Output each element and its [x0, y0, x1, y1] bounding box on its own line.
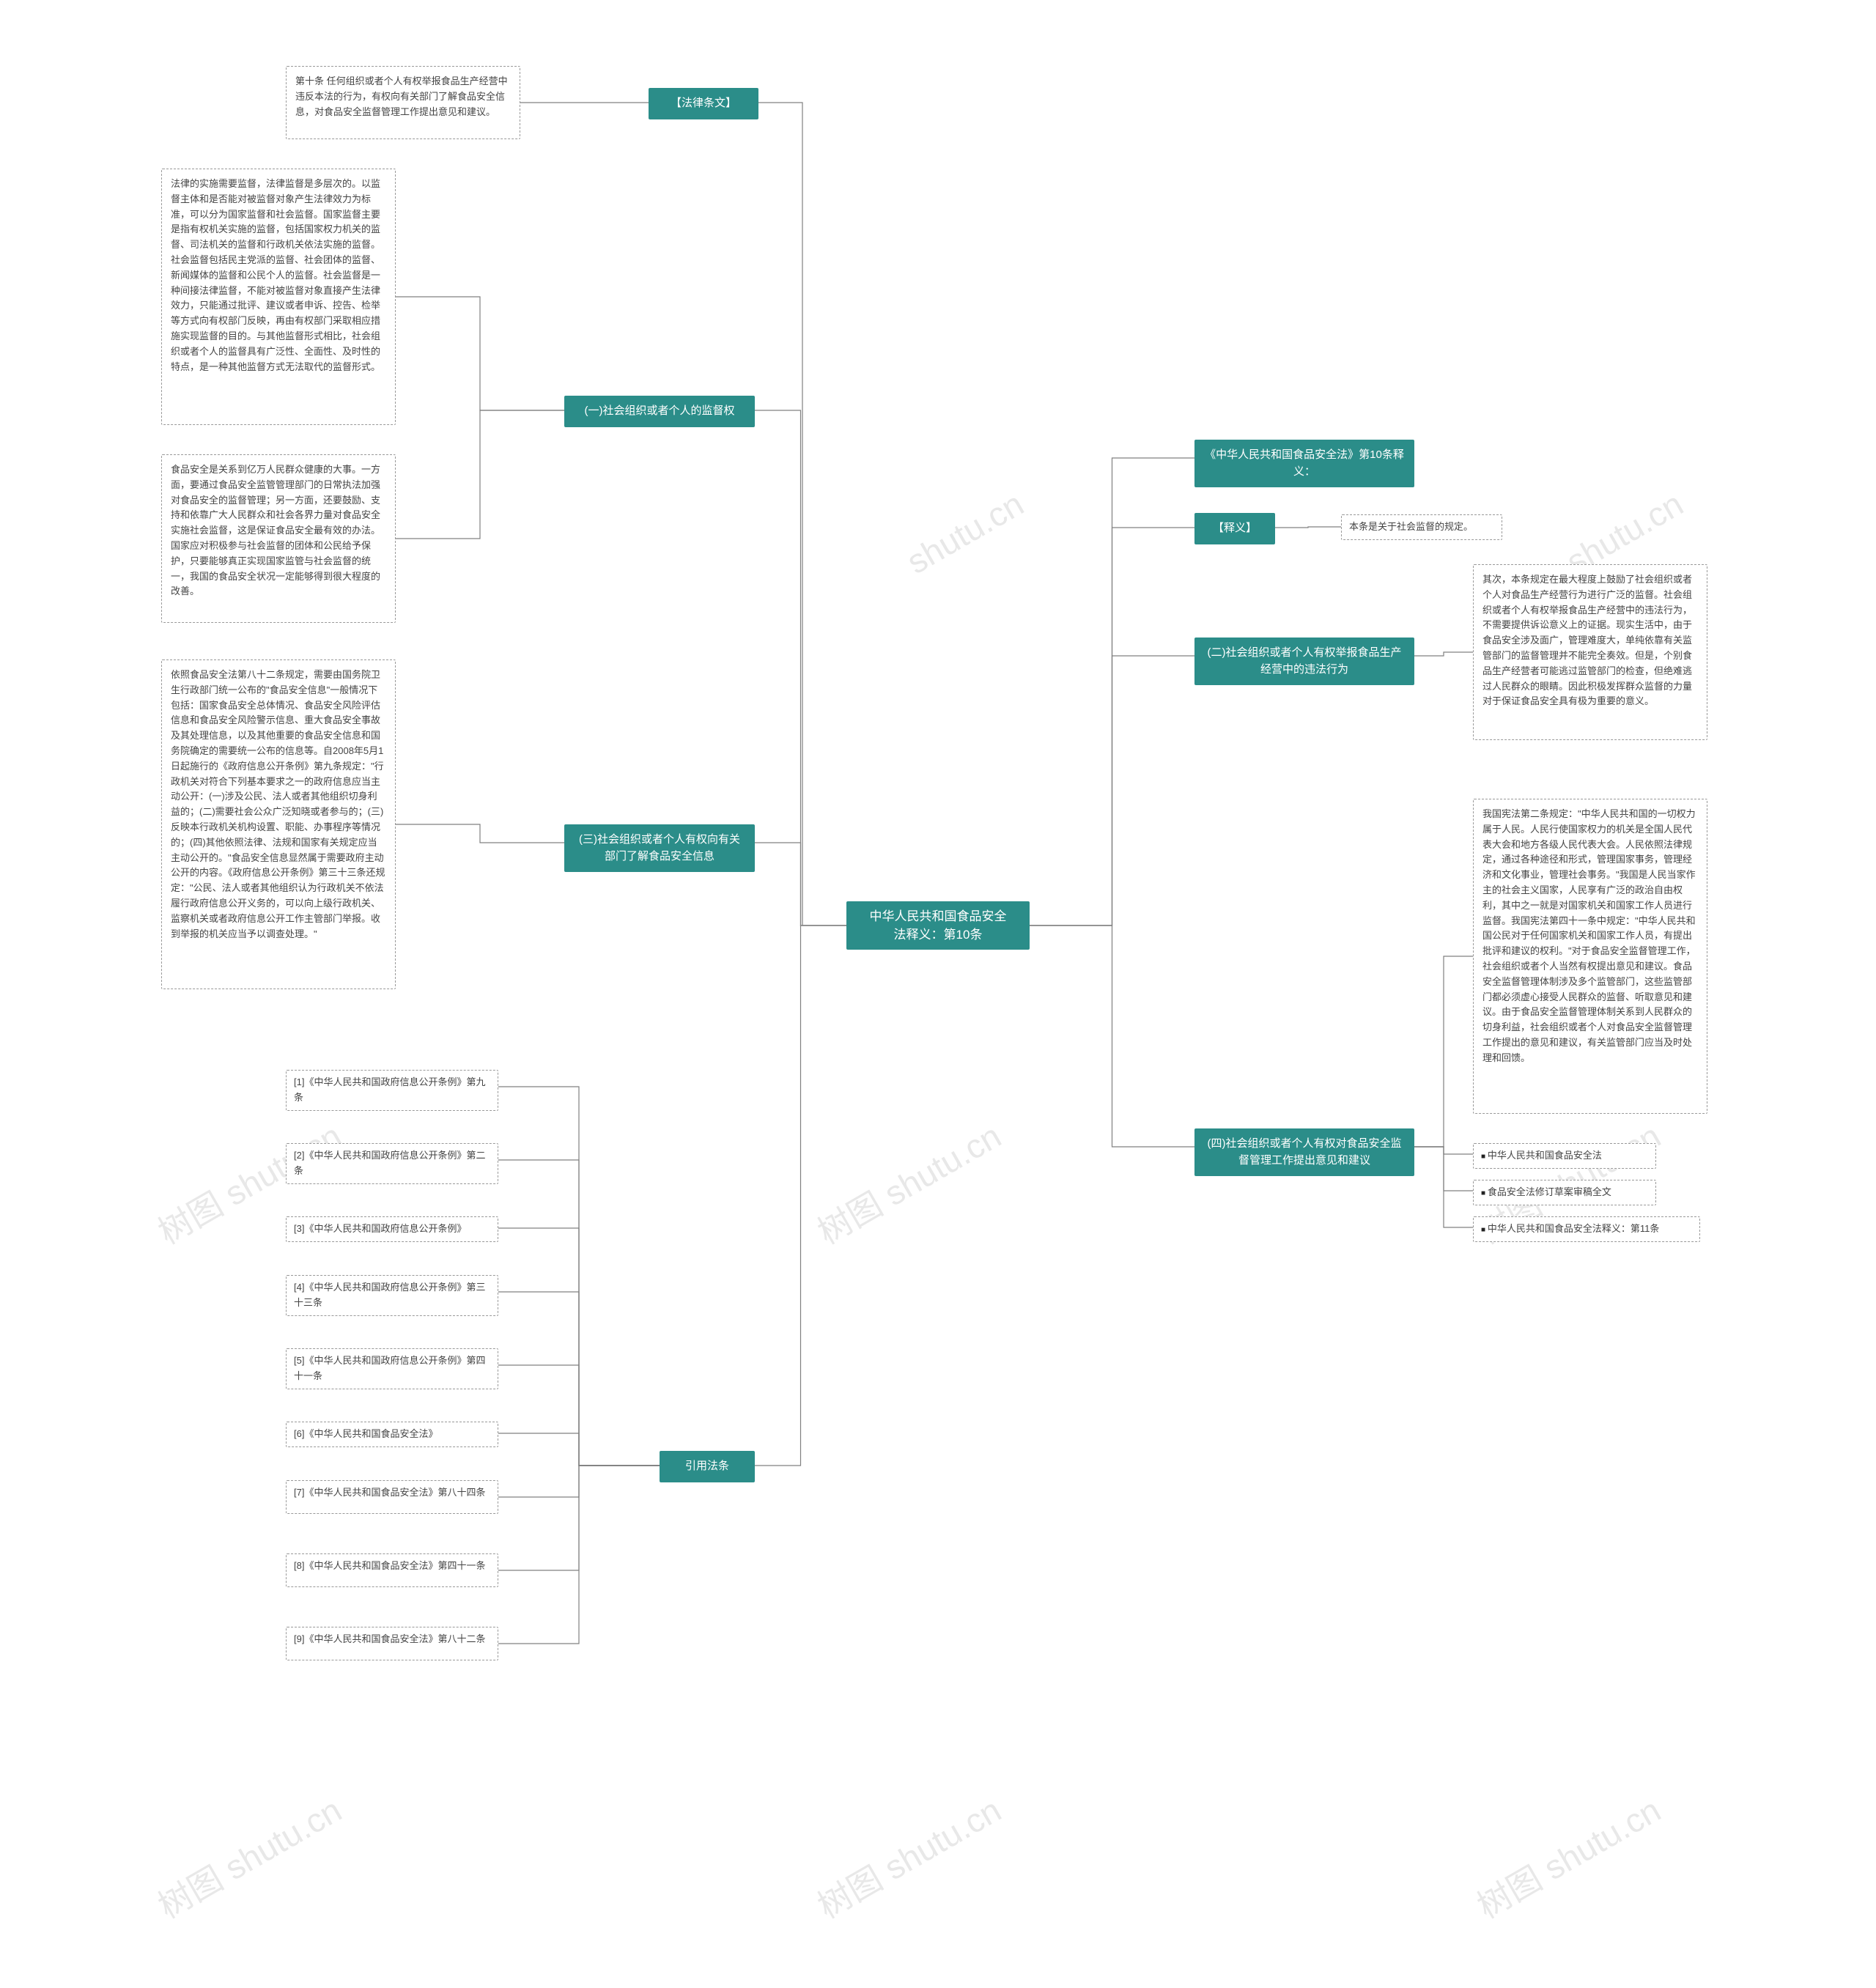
- leaf-left-3-1: [2]《中华人民共和国政府信息公开条例》第二条: [286, 1143, 498, 1184]
- leaf-left-3-5: [6]《中华人民共和国食品安全法》: [286, 1422, 498, 1447]
- leaf-right-3-0: 我国宪法第二条规定："中华人民共和国的一切权力属于人民。人民行使国家权力的机关是…: [1473, 799, 1707, 1114]
- leaf-left-1-0: 法律的实施需要监督，法律监督是多层次的。以监督主体和是否能对被监督对象产生法律效…: [161, 169, 396, 425]
- branch-right-3[interactable]: (四)社会组织或者个人有权对食品安全监督管理工作提出意见和建议: [1194, 1128, 1414, 1176]
- watermark: 树图 shutu.cn: [148, 1784, 349, 1929]
- leaf-left-3-3: [4]《中华人民共和国政府信息公开条例》第三十三条: [286, 1275, 498, 1316]
- branch-left-3[interactable]: 引用法条: [660, 1451, 755, 1482]
- leaf-right-3-3: 中华人民共和国食品安全法释义：第11条: [1473, 1216, 1700, 1242]
- branch-right-0[interactable]: 《中华人民共和国食品安全法》第10条释义：: [1194, 440, 1414, 487]
- watermark: 树图 shutu.cn: [808, 1784, 1008, 1929]
- leaf-left-2-0: 依照食品安全法第八十二条规定，需要由国务院卫生行政部门统一公布的"食品安全信息"…: [161, 659, 396, 989]
- leaf-left-3-6: [7]《中华人民共和国食品安全法》第八十四条: [286, 1480, 498, 1514]
- leaf-left-3-2: [3]《中华人民共和国政府信息公开条例》: [286, 1216, 498, 1242]
- branch-left-0[interactable]: 【法律条文】: [649, 88, 758, 119]
- central-node[interactable]: 中华人民共和国食品安全 法释义：第10条: [846, 901, 1030, 950]
- mindmap-canvas: 树图 shutu.cn 树图 shutu.cn 树图 shutu.cn 树图 shut…: [0, 0, 1876, 1988]
- leaf-right-2-0: 其次，本条规定在最大程度上鼓励了社会组织或者个人对食品生产经营行为进行广泛的监督…: [1473, 564, 1707, 740]
- leaf-right-3-2: 食品安全法修订草案审稿全文: [1473, 1180, 1656, 1205]
- leaf-left-3-7: [8]《中华人民共和国食品安全法》第四十一条: [286, 1553, 498, 1587]
- leaf-right-3-1: 中华人民共和国食品安全法: [1473, 1143, 1656, 1169]
- leaf-left-0-0: 第十条 任何组织或者个人有权举报食品生产经营中违反本法的行为，有权向有关部门了解…: [286, 66, 520, 139]
- watermark: 树图 shutu.cn: [1467, 1784, 1668, 1929]
- leaf-right-1-0: 本条是关于社会监督的规定。: [1341, 514, 1502, 540]
- branch-left-2[interactable]: (三)社会组织或者个人有权向有关部门了解食品安全信息: [564, 824, 755, 872]
- leaf-left-3-0: [1]《中华人民共和国政府信息公开条例》第九条: [286, 1070, 498, 1111]
- watermark: 树图 shutu.cn: [808, 1110, 1008, 1254]
- branch-right-1[interactable]: 【释义】: [1194, 513, 1275, 544]
- leaf-left-3-8: [9]《中华人民共和国食品安全法》第八十二条: [286, 1627, 498, 1660]
- leaf-left-3-4: [5]《中华人民共和国政府信息公开条例》第四十一条: [286, 1348, 498, 1389]
- watermark: shutu.cn: [900, 484, 1030, 582]
- branch-right-2[interactable]: (二)社会组织或者个人有权举报食品生产经营中的违法行为: [1194, 638, 1414, 685]
- leaf-left-1-1: 食品安全是关系到亿万人民群众健康的大事。一方面，要通过食品安全监管管理部门的日常…: [161, 454, 396, 623]
- branch-left-1[interactable]: (一)社会组织或者个人的监督权: [564, 396, 755, 427]
